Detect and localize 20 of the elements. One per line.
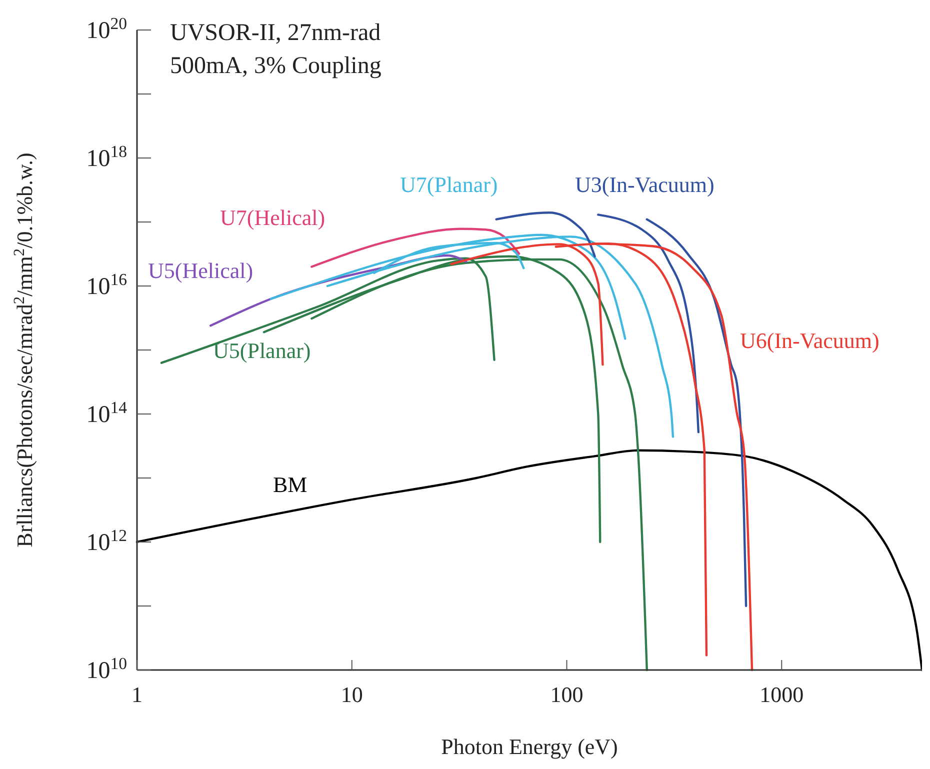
y-tick-label: 10$^{12}$ [86,526,127,556]
annotation: 500mA, 3% Coupling [170,53,382,79]
series-label: U3(In-Vacuum) [575,172,714,197]
series-label: U6(In-Vacuum) [740,328,880,353]
y-tick-label: 10$^{18}$ [86,142,127,172]
series-label: U5(Planar) [213,338,311,363]
series-label: U7(Helical) [220,205,326,230]
x-tick-label: 1 [132,682,142,707]
x-tick-label: 100 [550,682,584,707]
series-label: U7(Planar) [400,172,498,197]
y-tick-label: 10$^{20}$ [86,14,127,44]
y-tick-label: 10$^{16}$ [86,270,127,300]
y-tick-label: 10$^{10}$ [86,654,127,684]
series-label: BM [273,472,308,497]
annotation: UVSOR-II, 27nm-rad [170,20,381,46]
y-tick-label: 10$^{14}$ [86,398,128,428]
x-tick-label: 10 [340,682,363,707]
series-label: U5(Helical) [148,258,254,283]
x-tick-label: 1000 [760,682,804,707]
x-axis-title: Photon Energy (eV) [441,734,618,759]
